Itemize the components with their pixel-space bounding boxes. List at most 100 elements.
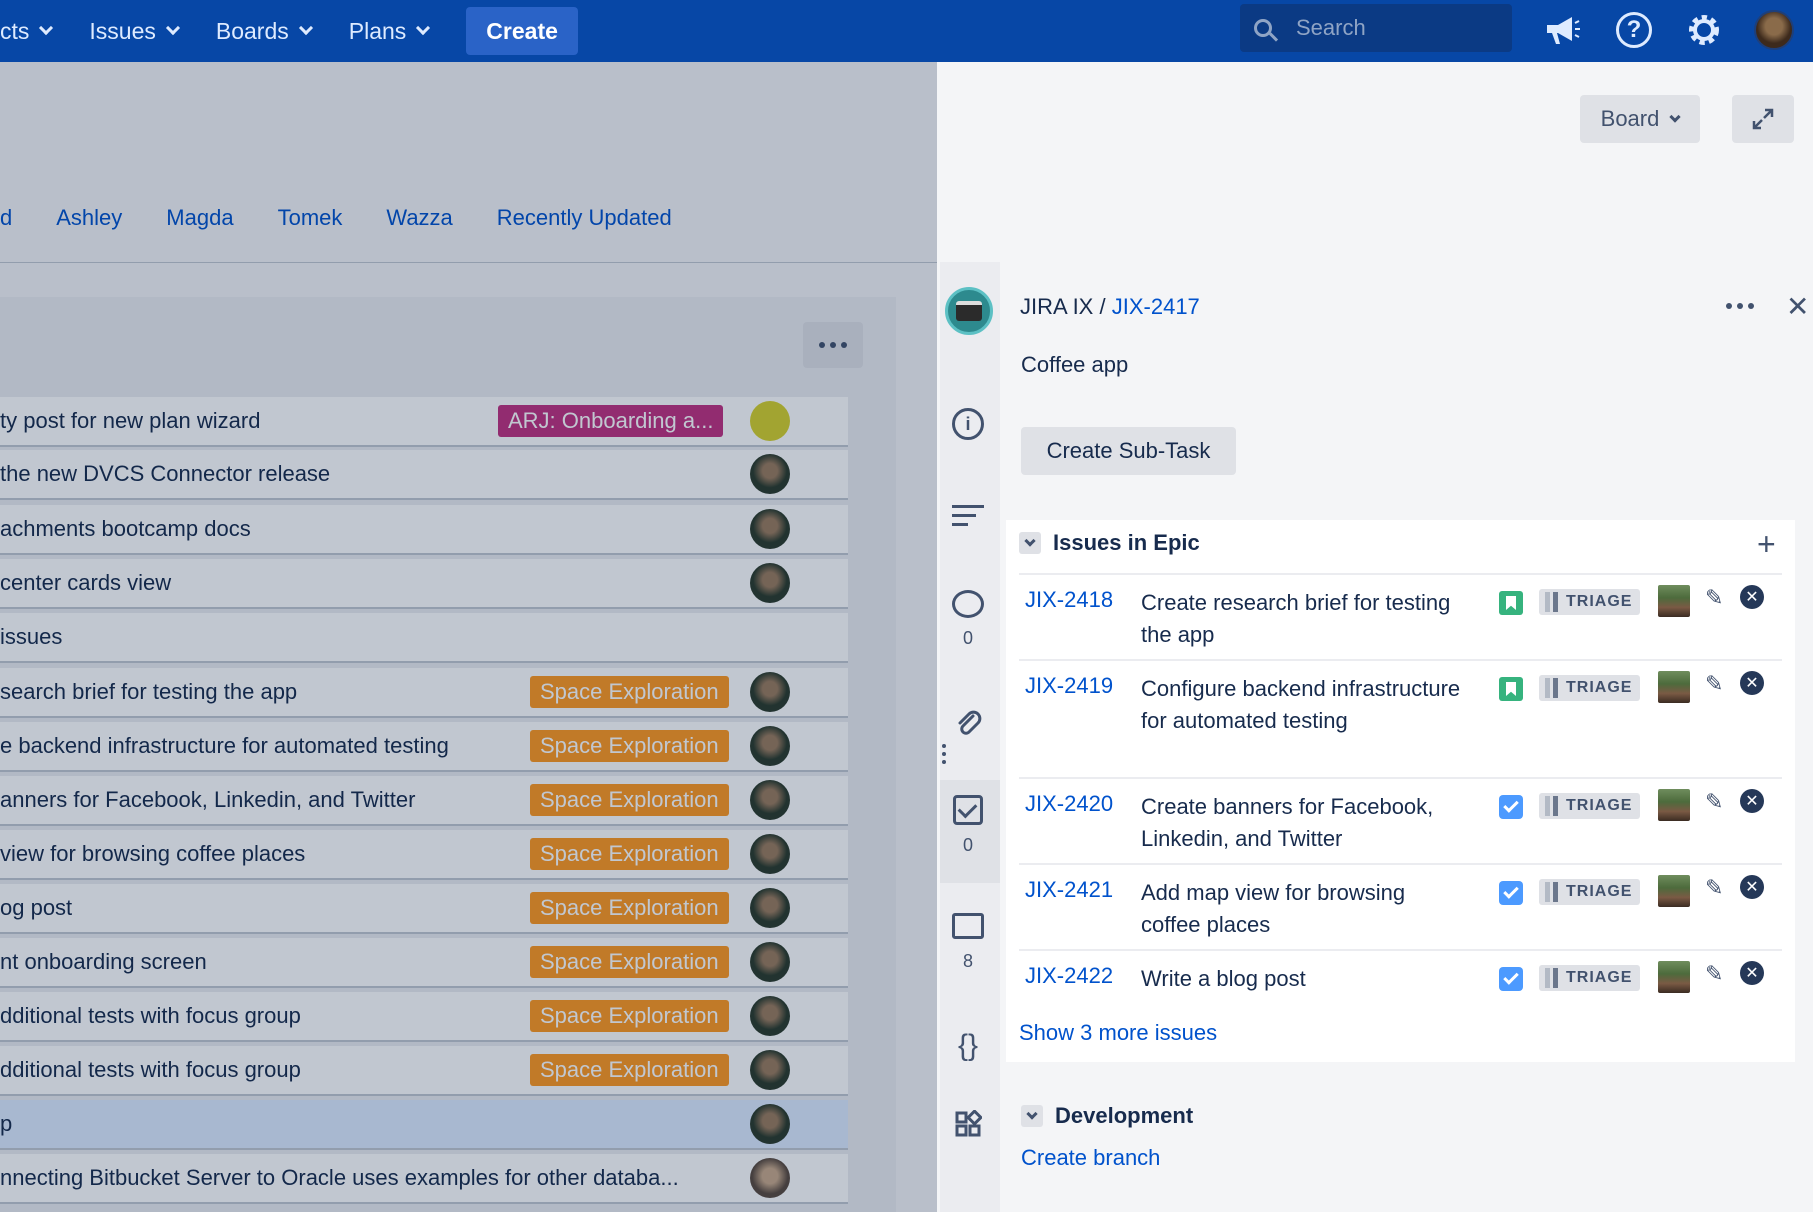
issue-summary-text: Write a blog post: [1141, 966, 1306, 991]
issues-in-epic-header: Issues in Epic: [1019, 530, 1200, 556]
status-lozenge[interactable]: TRIAGE: [1539, 589, 1641, 615]
search-input[interactable]: Search: [1240, 4, 1512, 52]
story-type-icon: [1499, 677, 1523, 701]
rail-attachments-button[interactable]: [948, 708, 988, 738]
status-bars-icon: [1545, 968, 1558, 988]
issue-key-link[interactable]: JIX-2418: [1025, 587, 1114, 612]
create-subtask-button[interactable]: Create Sub-Task: [1021, 427, 1236, 475]
board-card[interactable]: dditional tests with focus group Space Ex…: [0, 1046, 848, 1096]
status-lozenge[interactable]: TRIAGE: [1539, 879, 1641, 905]
rail-details-button[interactable]: i: [948, 408, 988, 440]
screens-count: 8: [962, 951, 973, 971]
remove-issue-icon[interactable]: ✕: [1740, 875, 1764, 899]
board-card[interactable]: center cards view: [0, 559, 848, 609]
card-summary: dditional tests with focus group: [0, 1003, 301, 1028]
card-epic-label: Space Exploration: [530, 676, 729, 708]
nav-plans[interactable]: Plans: [349, 18, 431, 45]
board-card[interactable]: issues: [0, 613, 848, 663]
search-icon: [1254, 19, 1272, 37]
issue-key-link[interactable]: JIX-2420: [1025, 791, 1114, 816]
nav-boards[interactable]: Boards: [216, 18, 313, 45]
comment-icon: [952, 590, 984, 618]
quick-filter-ashley[interactable]: Ashley: [56, 205, 123, 230]
remove-issue-icon[interactable]: ✕: [1740, 961, 1764, 985]
board-card[interactable]: anners for Facebook, Linkedin, and Twitt…: [0, 776, 848, 826]
rail-comments-button[interactable]: 0: [948, 590, 988, 649]
epic-issue-row[interactable]: JIX-2421 Add map view for browsing coffee…: [1019, 863, 1782, 949]
card-summary: view for browsing coffee places: [0, 841, 306, 866]
board-card[interactable]: view for browsing coffee places Space Exp…: [0, 830, 848, 880]
expand-icon[interactable]: [1732, 95, 1794, 143]
board-dropdown-button[interactable]: Board: [1580, 95, 1700, 143]
board-card[interactable]: ty post for new plan wizard ARJ: Onboardi…: [0, 397, 848, 447]
column-more-button[interactable]: [803, 322, 863, 368]
status-lozenge[interactable]: TRIAGE: [1539, 965, 1641, 991]
edit-pencil-icon[interactable]: ✎: [1705, 961, 1724, 986]
board-button-label: Board: [1600, 106, 1660, 131]
rail-checklist-button[interactable]: 0: [948, 795, 988, 856]
status-lozenge[interactable]: TRIAGE: [1539, 793, 1641, 819]
quick-filter-tomek[interactable]: Tomek: [277, 205, 343, 230]
edit-pencil-icon[interactable]: ✎: [1705, 789, 1724, 814]
quick-filter-magda[interactable]: Magda: [166, 205, 234, 230]
issue-summary[interactable]: Coffee app: [1021, 352, 1129, 377]
issue-summary-text: Add map view for browsing coffee places: [1141, 880, 1406, 937]
card-epic-label: Space Exploration: [530, 1000, 729, 1032]
board-card[interactable]: p: [0, 1100, 848, 1150]
rail-screens-button[interactable]: 8: [948, 913, 988, 972]
board-card[interactable]: dditional tests with focus group Space Ex…: [0, 992, 848, 1042]
description-lines-icon: [952, 505, 984, 526]
breadcrumb-project[interactable]: JIRA IX: [1020, 294, 1094, 319]
remove-issue-icon[interactable]: ✕: [1740, 789, 1764, 813]
issue-key-link[interactable]: JIX-2421: [1025, 877, 1114, 902]
epic-issue-row[interactable]: JIX-2422 Write a blog post TRIAGE ✎ ✕: [1019, 949, 1782, 1007]
nav-issues[interactable]: Issues: [89, 18, 180, 45]
task-type-icon: [1499, 967, 1523, 991]
status-bars-icon: [1545, 882, 1558, 902]
show-more-issues-link[interactable]: Show 3 more issues: [1019, 1020, 1218, 1045]
card-epic-label: Space Exploration: [530, 784, 729, 816]
board-card[interactable]: e backend infrastructure for automated t…: [0, 722, 848, 772]
board-card[interactable]: search brief for testing the app Space Ex…: [0, 668, 848, 718]
quick-filter-wazza[interactable]: Wazza: [386, 205, 453, 230]
nav-projects[interactable]: cts: [0, 18, 54, 45]
board-card[interactable]: og post Space Exploration: [0, 884, 848, 934]
create-branch-link[interactable]: Create branch: [1021, 1145, 1161, 1170]
card-assignee-avatar: [750, 672, 790, 712]
create-button[interactable]: Create: [466, 7, 578, 55]
collapse-toggle-icon[interactable]: [1021, 1105, 1043, 1127]
remove-issue-icon[interactable]: ✕: [1740, 585, 1764, 609]
edit-pencil-icon[interactable]: ✎: [1705, 671, 1724, 696]
megaphone-icon[interactable]: [1542, 10, 1582, 50]
issue-key-link[interactable]: JIX-2422: [1025, 963, 1114, 988]
close-icon[interactable]: ✕: [1786, 291, 1810, 322]
issue-key-link[interactable]: JIX-2419: [1025, 673, 1114, 698]
header-divider: [0, 262, 937, 263]
resize-handle-icon[interactable]: [942, 744, 946, 764]
quick-filter-item[interactable]: d: [0, 205, 13, 230]
remove-issue-icon[interactable]: ✕: [1740, 671, 1764, 695]
epic-issue-row[interactable]: JIX-2419 Configure backend infrastructure…: [1019, 659, 1782, 777]
edit-pencil-icon[interactable]: ✎: [1705, 585, 1724, 610]
collapse-toggle-icon[interactable]: [1019, 532, 1041, 554]
status-lozenge[interactable]: TRIAGE: [1539, 675, 1641, 701]
epic-issue-row[interactable]: JIX-2420 Create banners for Facebook, Lin…: [1019, 777, 1782, 863]
rail-code-button[interactable]: {}: [948, 1028, 988, 1064]
quick-filter-recently-updated[interactable]: Recently Updated: [496, 205, 672, 230]
board-card[interactable]: nt onboarding screen Space Exploration: [0, 938, 848, 988]
issue-more-icon[interactable]: [1726, 303, 1754, 309]
help-icon[interactable]: ?: [1614, 10, 1654, 50]
board-card[interactable]: the new DVCS Connector release: [0, 450, 848, 500]
edit-pencil-icon[interactable]: ✎: [1705, 875, 1724, 900]
breadcrumb-issue-key[interactable]: JIX-2417: [1111, 294, 1200, 319]
card-summary: e backend infrastructure for automated t…: [0, 733, 449, 758]
user-avatar[interactable]: [1754, 10, 1794, 50]
rail-description-button[interactable]: [948, 505, 988, 526]
rail-apps-button[interactable]: [948, 1110, 988, 1138]
card-epic-label: Space Exploration: [530, 946, 729, 978]
add-issue-plus-icon[interactable]: +: [1757, 526, 1776, 562]
board-card[interactable]: achments bootcamp docs: [0, 505, 848, 555]
settings-gear-icon[interactable]: [1684, 10, 1724, 50]
board-card[interactable]: nnecting Bitbucket Server to Oracle uses…: [0, 1154, 848, 1204]
epic-issue-row[interactable]: JIX-2418 Create research brief for testin…: [1019, 573, 1782, 659]
